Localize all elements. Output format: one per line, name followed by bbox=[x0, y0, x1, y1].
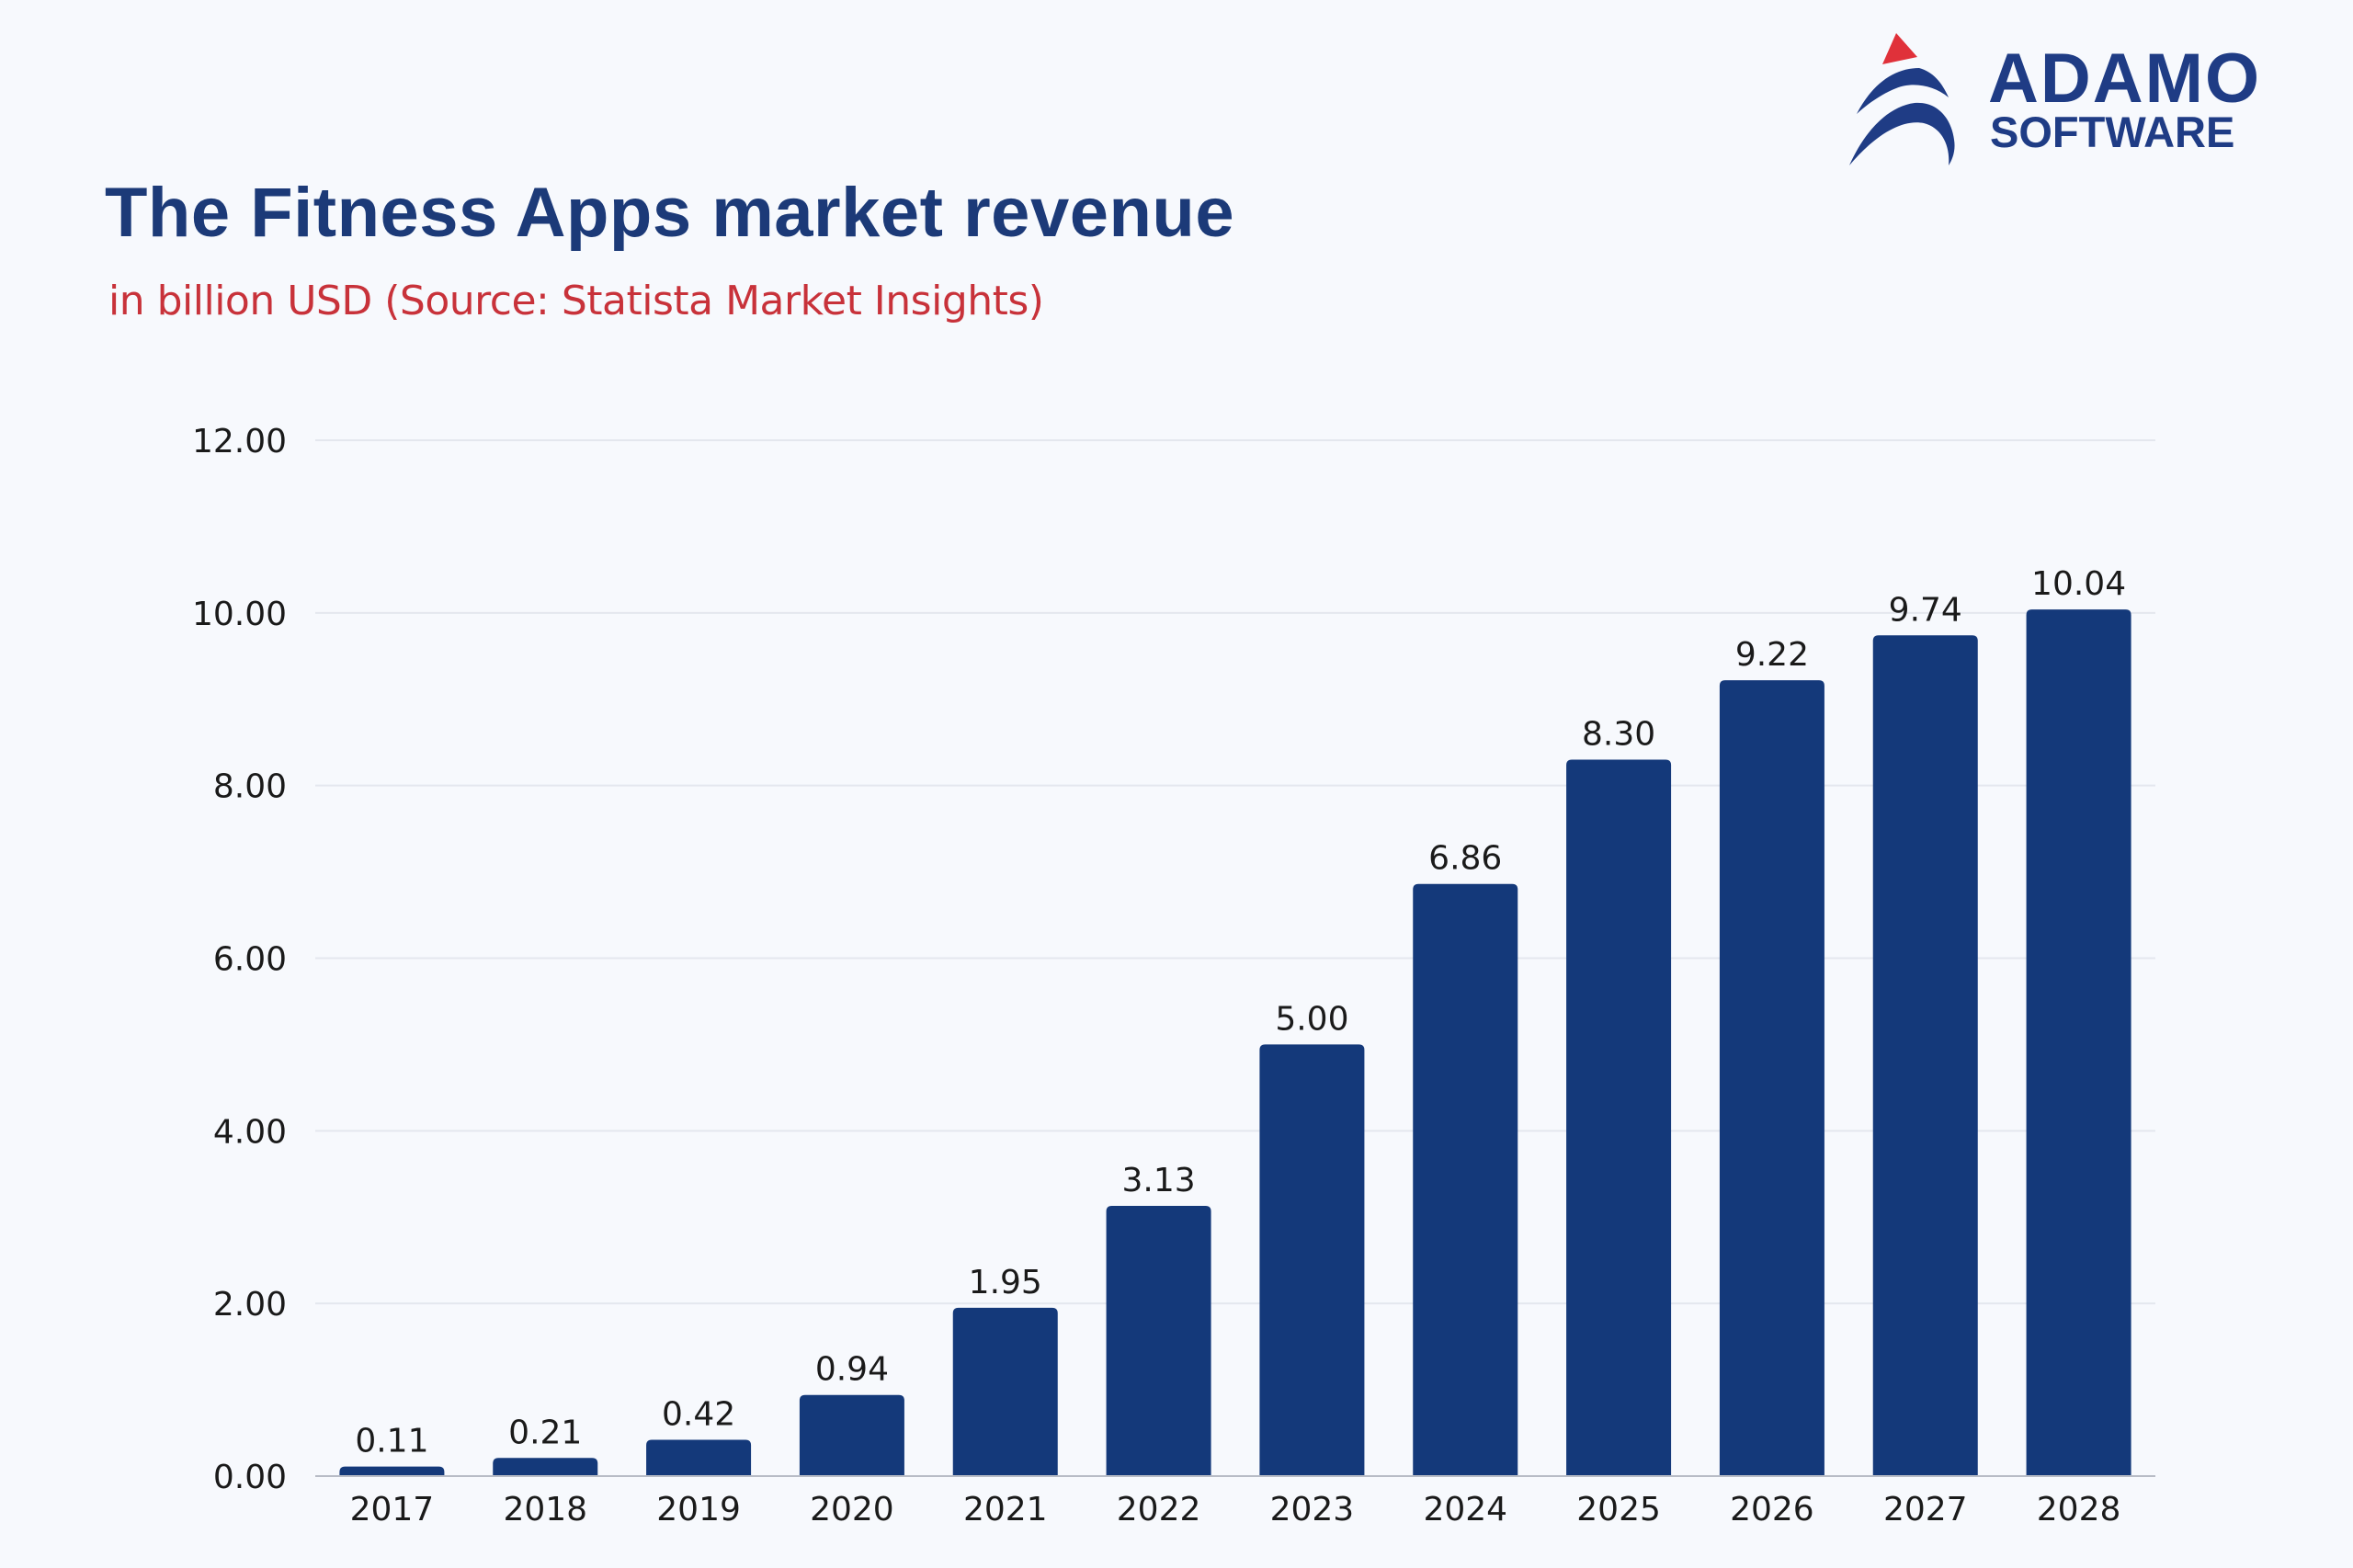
bar-2018 bbox=[493, 1458, 598, 1476]
bars bbox=[339, 609, 2131, 1476]
y-tick-label: 8.00 bbox=[213, 768, 287, 806]
logo-mark-icon bbox=[1849, 33, 1955, 165]
data-label: 10.04 bbox=[2031, 565, 2126, 603]
data-label: 5.00 bbox=[1275, 1000, 1348, 1038]
bar-2019 bbox=[646, 1439, 752, 1476]
x-tick-label: 2020 bbox=[810, 1491, 894, 1528]
adamo-software-logo: ADAMO SOFTWARE bbox=[1846, 31, 2324, 169]
data-label: 9.22 bbox=[1735, 636, 1809, 674]
data-label: 8.30 bbox=[1582, 715, 1655, 753]
bar-2027 bbox=[1872, 635, 1978, 1476]
y-tick-label: 12.00 bbox=[192, 423, 287, 460]
y-axis-ticks: 0.00 2.00 4.00 6.00 8.00 10.00 12.00 bbox=[192, 423, 287, 1496]
x-axis-ticks: 2017 2018 2019 2020 2021 2022 2023 2024 2025 2026… bbox=[350, 1491, 2121, 1528]
y-tick-label: 6.00 bbox=[213, 941, 287, 979]
gridlines bbox=[315, 439, 2155, 1305]
x-tick-label: 2019 bbox=[656, 1491, 741, 1528]
data-label: 0.21 bbox=[508, 1414, 582, 1451]
x-tick-label: 2018 bbox=[503, 1491, 587, 1528]
bar-2020 bbox=[799, 1394, 904, 1476]
bar-2023 bbox=[1259, 1044, 1365, 1476]
logo-text-software: SOFTWARE bbox=[1990, 108, 2235, 156]
y-tick-label: 10.00 bbox=[192, 596, 287, 633]
x-tick-label: 2028 bbox=[2037, 1491, 2121, 1528]
bar-2028 bbox=[2026, 609, 2131, 1476]
x-tick-label: 2027 bbox=[1883, 1491, 1968, 1528]
data-label: 9.74 bbox=[1889, 591, 1962, 629]
data-label: 1.95 bbox=[969, 1264, 1042, 1301]
data-label: 0.94 bbox=[815, 1351, 889, 1389]
data-label: 6.86 bbox=[1428, 840, 1502, 878]
data-label: 0.11 bbox=[355, 1423, 428, 1460]
x-tick-label: 2026 bbox=[1730, 1491, 1814, 1528]
x-tick-label: 2023 bbox=[1270, 1491, 1355, 1528]
data-labels: 0.11 0.21 0.42 0.94 1.95 3.13 5.00 6.86 8.30 9.22… bbox=[355, 565, 2126, 1460]
chart-title: The Fitness Apps market revenue bbox=[105, 174, 1235, 252]
y-tick-label: 4.00 bbox=[213, 1113, 287, 1151]
bar-2021 bbox=[952, 1307, 1058, 1476]
y-tick-label: 0.00 bbox=[213, 1459, 287, 1496]
x-tick-label: 2025 bbox=[1576, 1491, 1661, 1528]
bar-2017 bbox=[339, 1466, 445, 1476]
chart-subtitle: in billion USD (Source: Statista Market … bbox=[108, 278, 1044, 324]
x-tick-label: 2022 bbox=[1117, 1491, 1201, 1528]
x-tick-label: 2021 bbox=[963, 1491, 1048, 1528]
logo-text-adamo: ADAMO bbox=[1988, 40, 2262, 118]
x-tick-label: 2017 bbox=[350, 1491, 435, 1528]
y-tick-label: 2.00 bbox=[213, 1286, 287, 1324]
data-label: 3.13 bbox=[1122, 1162, 1196, 1199]
bar-2022 bbox=[1106, 1206, 1211, 1476]
x-tick-label: 2024 bbox=[1423, 1491, 1507, 1528]
bar-2025 bbox=[1566, 759, 1672, 1476]
bar-2026 bbox=[1719, 680, 1824, 1476]
data-label: 0.42 bbox=[662, 1396, 735, 1434]
bar-2024 bbox=[1413, 883, 1518, 1476]
